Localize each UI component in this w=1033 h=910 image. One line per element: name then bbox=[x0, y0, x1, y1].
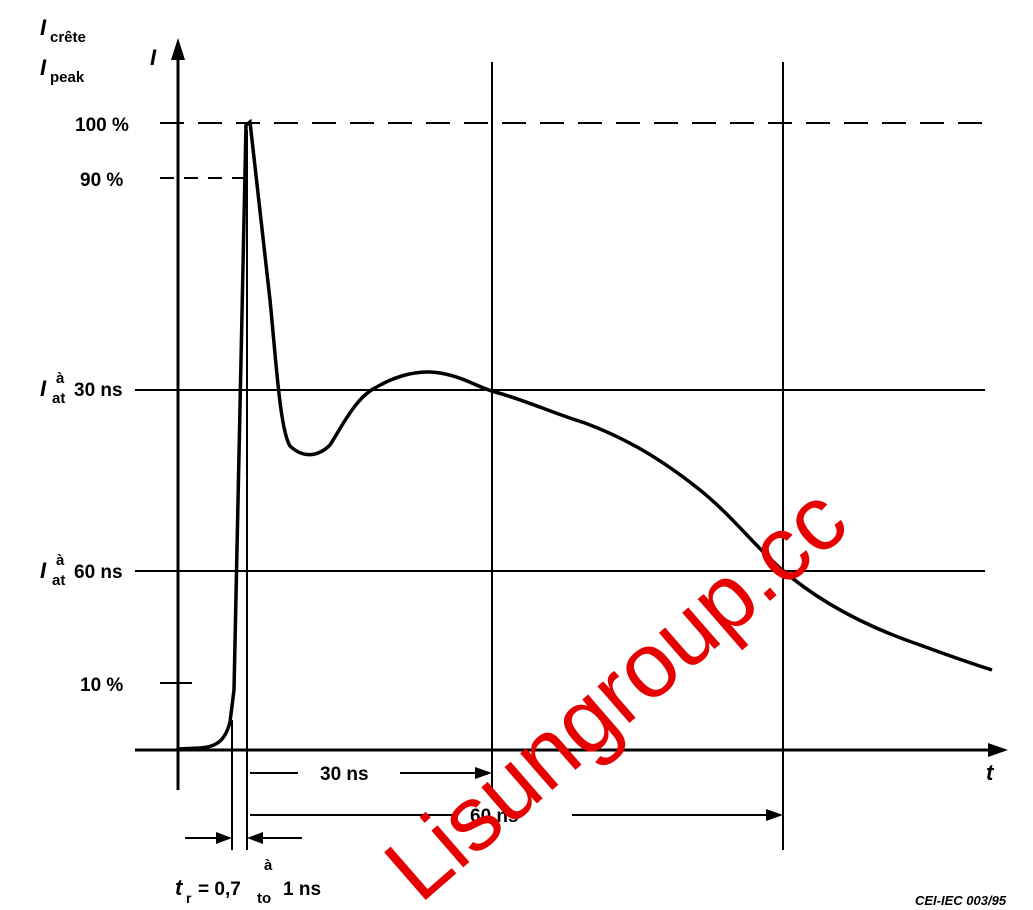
label-tr-end: 1 ns bbox=[283, 879, 321, 900]
label-i60-a: à bbox=[56, 552, 65, 569]
time-axis-arrow bbox=[988, 743, 1008, 757]
label-i30-value: 30 ns bbox=[74, 380, 123, 401]
label-tr-eq: = 0,7 bbox=[198, 879, 241, 900]
dim-60ns-arrowhead bbox=[766, 809, 783, 821]
label-dim-60ns: 60 ns bbox=[470, 806, 519, 827]
watermark-text: Lisungroup.cc bbox=[366, 467, 865, 910]
label-i-crete: I bbox=[40, 15, 47, 40]
label-peak-sub: peak bbox=[50, 69, 85, 86]
label-i60-at: at bbox=[52, 572, 65, 589]
current-waveform bbox=[177, 118, 993, 751]
label-tr-r: r bbox=[186, 890, 192, 906]
current-axis-arrow bbox=[171, 38, 185, 60]
dim-30ns-arrowhead bbox=[475, 767, 492, 779]
label-dim-30ns: 30 ns bbox=[320, 764, 369, 785]
label-i60-i: I bbox=[40, 558, 47, 583]
label-i60-value: 60 ns bbox=[74, 562, 123, 583]
label-crete-sub: crête bbox=[50, 29, 86, 46]
label-axis-i: I bbox=[150, 45, 157, 70]
label-i30-i: I bbox=[40, 376, 47, 401]
dim-tr-left-arrowhead bbox=[216, 832, 232, 844]
label-10-percent: 10 % bbox=[80, 675, 123, 696]
label-i30-at: at bbox=[52, 390, 65, 407]
label-i30-a: à bbox=[56, 370, 65, 387]
dim-tr-right-arrowhead bbox=[247, 832, 263, 844]
label-tr-to: to bbox=[257, 890, 271, 907]
label-i-peak: I bbox=[40, 55, 47, 80]
label-tr-t: t bbox=[175, 875, 184, 900]
label-reference-code: CEI-IEC 003/95 bbox=[915, 893, 1007, 908]
label-axis-t: t bbox=[986, 760, 995, 785]
label-tr-a: à bbox=[264, 857, 273, 874]
label-100-percent: 100 % bbox=[75, 115, 129, 136]
label-90-percent: 90 % bbox=[80, 170, 123, 191]
